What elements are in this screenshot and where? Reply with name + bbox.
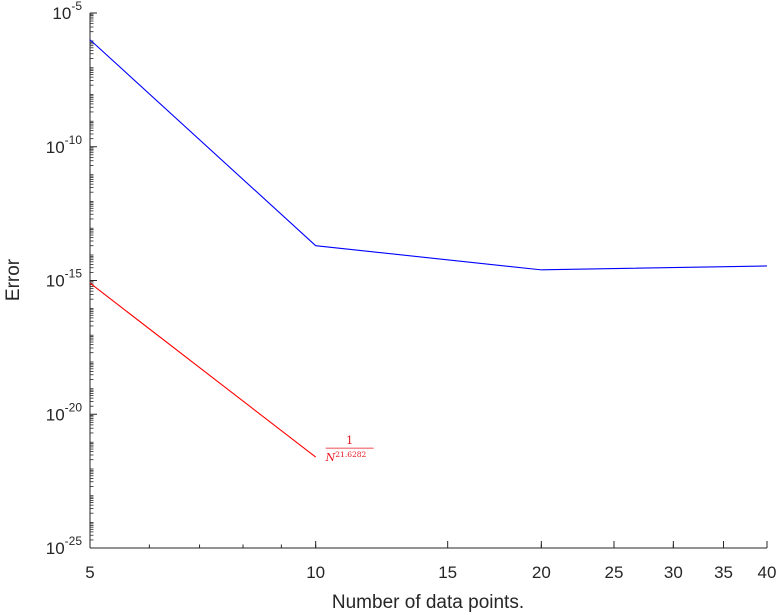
- y-tick-label: 10-10: [46, 133, 83, 157]
- power-law-annotation: 1 N21.6282: [325, 434, 374, 464]
- y-tick-label: 10-20: [46, 400, 83, 424]
- x-tick-label: 10: [306, 563, 325, 582]
- x-tick-label: 35: [714, 563, 733, 582]
- y-tick-label: 10-5: [52, 0, 82, 23]
- axes: [89, 13, 767, 549]
- y-axis-label: Error: [3, 258, 24, 301]
- x-tick-label: 15: [438, 563, 457, 582]
- series-line-2: [89, 282, 317, 458]
- x-tick-label: 5: [85, 563, 94, 582]
- series: [89, 39, 768, 458]
- x-tick-label: 40: [758, 563, 777, 582]
- annotation-denominator: N21.6282: [325, 450, 367, 464]
- y-tick-label: 10-15: [46, 267, 83, 291]
- ticks: [89, 12, 768, 549]
- x-axis-label: Number of data points.: [332, 592, 524, 613]
- x-tick-label: 20: [532, 563, 551, 582]
- series-line-1: [89, 39, 768, 271]
- y-tick-label: 10-25: [46, 534, 83, 558]
- annotation-numerator: 1: [346, 434, 353, 447]
- labels: 5 10 15 20 25 30 35 40 10-25 10-20 10-15 10-10 10-5: [46, 0, 777, 582]
- x-tick-label: 30: [664, 563, 683, 582]
- x-tick-label: 25: [605, 563, 624, 582]
